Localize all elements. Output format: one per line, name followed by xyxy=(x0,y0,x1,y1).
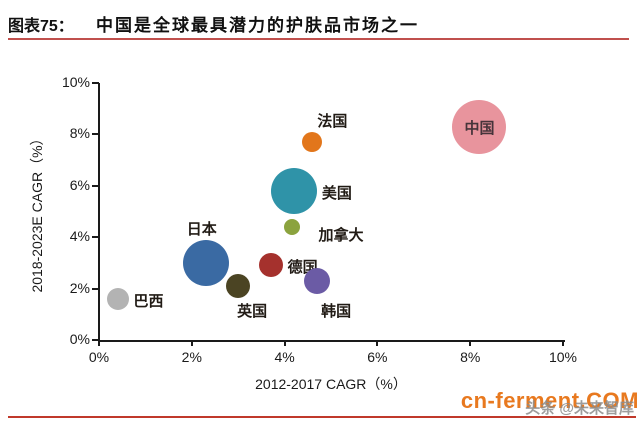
x-axis-tick-label: 10% xyxy=(548,349,578,365)
bubble-label-韩国: 韩国 xyxy=(321,302,352,320)
figure-label: 图表75： xyxy=(8,18,74,35)
x-axis-title: 2012-2017 CAGR（%） xyxy=(255,376,407,392)
y-axis-tick xyxy=(92,236,99,239)
bubble-label-英国: 英国 xyxy=(237,303,268,321)
bubble-label-中国: 中国 xyxy=(464,119,495,137)
y-axis-tick xyxy=(92,184,99,187)
x-axis-tick xyxy=(98,340,100,346)
y-axis-tick xyxy=(92,287,99,290)
y-axis-tick-label: 8% xyxy=(69,125,90,142)
bubble-美国 xyxy=(270,167,317,214)
x-axis-line xyxy=(98,340,565,342)
x-axis-tick xyxy=(469,340,472,346)
y-axis-tick-label: 0% xyxy=(69,331,90,347)
y-axis-tick-label: 6% xyxy=(69,176,90,193)
bubble-label-美国: 美国 xyxy=(321,184,352,202)
bubble-巴西 xyxy=(106,287,129,310)
title-underline xyxy=(8,38,629,40)
figure-title: 中国是全球最具潜力的护肤品市场之一 xyxy=(96,16,419,35)
x-axis-tick xyxy=(562,340,564,346)
bubble-日本 xyxy=(182,239,229,286)
y-axis-tick xyxy=(92,133,99,136)
y-axis-tick-label: 2% xyxy=(69,279,90,296)
bubble-label-巴西: 巴西 xyxy=(133,292,164,310)
bubble-法国 xyxy=(302,132,323,153)
x-axis-tick-label: 6% xyxy=(367,349,388,365)
y-axis-tick xyxy=(92,82,99,84)
y-axis-tick-label: 10% xyxy=(61,74,90,90)
x-axis-tick xyxy=(190,340,193,346)
bubble-label-日本: 日本 xyxy=(186,220,217,238)
x-axis-tick xyxy=(376,340,379,346)
bubble-label-加拿大: 加拿大 xyxy=(318,226,364,244)
x-axis-tick-label: 0% xyxy=(88,349,110,365)
bubble-label-法国: 法国 xyxy=(317,113,348,131)
bubble-加拿大 xyxy=(283,218,300,235)
bubble-德国 xyxy=(258,253,283,278)
site-watermark: cn-ferment.COM xyxy=(460,388,639,413)
y-axis-title: 2018-2023E CAGR（%） xyxy=(29,131,45,293)
bubble-韩国 xyxy=(304,267,331,294)
x-axis-tick xyxy=(283,340,286,346)
footer-rule xyxy=(8,416,636,418)
y-axis-line xyxy=(98,83,100,342)
overlay-watermark: 头条 @未来智库 xyxy=(525,400,634,417)
x-axis-tick-label: 4% xyxy=(274,349,295,365)
bubble-中国 xyxy=(452,99,507,154)
x-axis-tick-label: 8% xyxy=(460,349,481,365)
x-axis-tick-label: 2% xyxy=(181,349,202,365)
y-axis-tick-label: 4% xyxy=(69,228,90,245)
y-axis-tick xyxy=(92,339,99,341)
bubble-英国 xyxy=(226,274,251,299)
